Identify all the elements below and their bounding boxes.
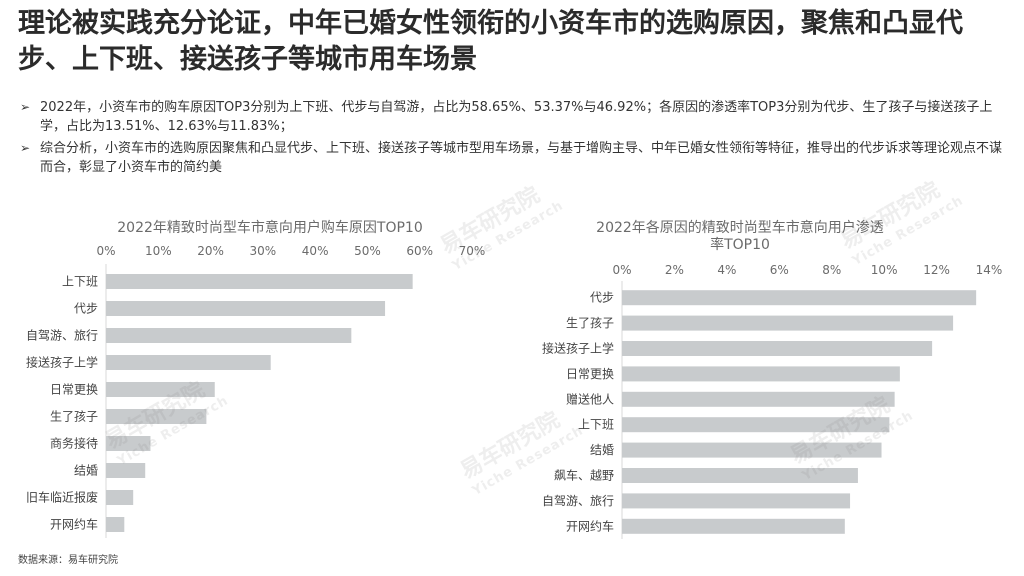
bullet-item: ➢ 2022年，小资车市的购车原因TOP3分别为上下班、代步与自驾游，占比为58… [18, 98, 1008, 136]
bar [106, 301, 386, 316]
x-tick-label: 10% [145, 244, 172, 258]
bar [106, 382, 215, 397]
category-label: 接送孩子上学 [26, 355, 98, 370]
bar [106, 355, 271, 370]
bullet-item: ➢ 综合分析，小资车市的选购原因聚焦和凸显代步、上下班、接送孩子等城市型用车场景… [18, 139, 1008, 177]
category-label: 商务接待 [50, 436, 98, 451]
bar [622, 493, 851, 509]
category-label: 结婚 [74, 464, 98, 478]
bar [622, 442, 882, 458]
category-label: 日常更换 [50, 383, 98, 397]
x-tick-label: 6% [770, 263, 789, 277]
summary-bullets: ➢ 2022年，小资车市的购车原因TOP3分别为上下班、代步与自驾游，占比为58… [18, 98, 1008, 180]
category-label: 自驾游、旅行 [26, 329, 98, 343]
arrow-bullet-icon: ➢ [20, 100, 31, 114]
bar [106, 436, 151, 451]
category-label: 代步 [74, 302, 98, 316]
right-bar-chart: 0% 2% 4% 6% 8% 10% 12% 14% 代步生了孩子接送孩子上学日常更换赠送他人上… [542, 263, 1003, 539]
category-label: 旧车临近报废 [26, 490, 98, 505]
x-tick-label: 12% [923, 263, 950, 277]
category-label: 赠送他人 [566, 391, 614, 406]
x-tick-label: 20% [197, 244, 224, 258]
category-label: 飙车、越野 [554, 468, 614, 483]
category-label: 开网约车 [50, 517, 98, 532]
bullet-text: 综合分析，小资车市的选购原因聚焦和凸显代步、上下班、接送孩子等城市型用车场景，与… [40, 141, 1003, 175]
category-label: 接送孩子上学 [542, 341, 614, 356]
x-tick-label: 40% [302, 244, 329, 258]
bar [106, 517, 125, 532]
category-label: 上下班 [578, 418, 614, 432]
bar [106, 490, 134, 505]
bar [622, 341, 933, 356]
x-tick-label: 4% [717, 263, 736, 277]
x-tick-label: 30% [250, 244, 277, 258]
bar [622, 468, 858, 483]
bar [622, 391, 895, 407]
category-label: 结婚 [590, 443, 614, 457]
bar [622, 518, 845, 534]
x-tick-label: 0% [96, 244, 115, 258]
right-chart-title: 2022年各原因的精致时尚型车市意向用户渗透率TOP10 [596, 220, 884, 253]
x-tick-label: 2% [665, 263, 684, 277]
x-tick-label: 10% [871, 263, 898, 277]
category-label: 日常更换 [566, 367, 614, 381]
page-headline: 理论被实践充分论证，中年已婚女性领衔的小资车市的选购原因，聚焦和凸显代步、上下班… [18, 8, 963, 75]
bar [622, 417, 890, 433]
bar [106, 409, 207, 424]
data-source-note: 数据来源：易车研究院 [18, 555, 118, 566]
category-label: 自驾游、旅行 [542, 494, 614, 508]
category-label: 生了孩子 [566, 316, 614, 330]
category-label: 上下班 [62, 275, 98, 289]
x-tick-label: 50% [354, 244, 381, 258]
x-tick-label: 70% [459, 244, 486, 258]
category-label: 开网约车 [566, 518, 614, 533]
x-tick-label: 0% [612, 263, 631, 277]
arrow-bullet-icon: ➢ [20, 141, 31, 155]
bar [622, 290, 977, 306]
x-tick-label: 14% [976, 263, 1003, 277]
bar [106, 274, 413, 289]
left-bar-chart: 0% 10% 20% 30% 40% 50% 60% 70% 上下班代步自驾游、旅行接送孩子上学… [26, 244, 486, 538]
bar [106, 328, 352, 343]
bullet-text: 2022年，小资车市的购车原因TOP3分别为上下班、代步与自驾游，占比为58.6… [40, 100, 993, 134]
category-label: 生了孩子 [50, 410, 98, 424]
bar [622, 315, 954, 331]
left-chart-title: 2022年精致时尚型车市意向用户购车原因TOP10 [117, 220, 423, 236]
x-tick-label: 60% [406, 244, 433, 258]
bar [106, 463, 146, 478]
bar [622, 366, 900, 382]
x-tick-label: 8% [822, 263, 841, 277]
category-label: 代步 [590, 291, 614, 305]
